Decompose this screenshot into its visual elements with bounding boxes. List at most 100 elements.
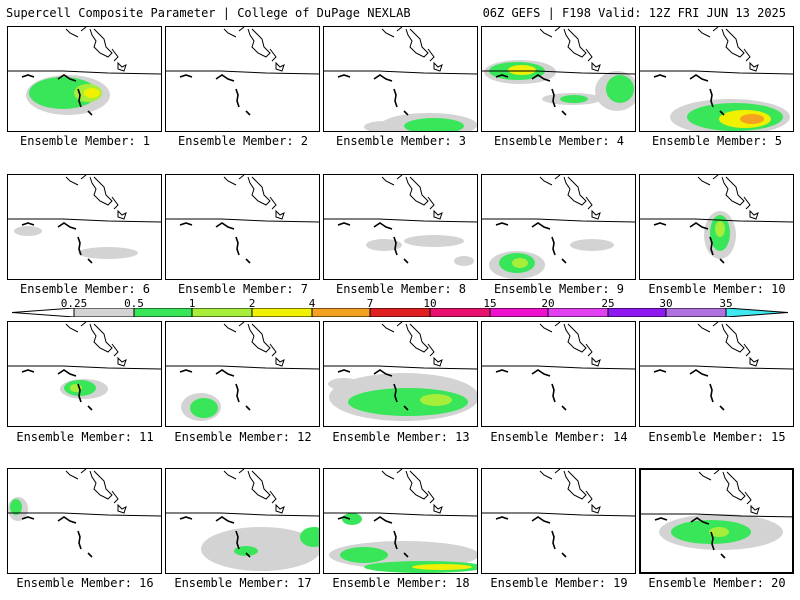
member-label: Ensemble Member: 16 [16,576,154,590]
panel-map [166,175,319,264]
panel-map [482,27,635,116]
ensemble-panel-4 [481,26,636,132]
panel-map [324,322,477,421]
member-label: Ensemble Member: 3 [335,134,467,148]
chart-title: Supercell Composite Parameter | College … [6,6,411,20]
colorbar-tick-label: 20 [541,297,555,310]
colorbar-tick-label: 10 [423,297,437,310]
member-label: Ensemble Member: 18 [332,576,470,590]
member-label: Ensemble Member: 14 [490,430,628,444]
field-blob [366,239,402,251]
colorbar-segment [547,308,609,317]
field-blob [342,513,362,525]
member-label: Ensemble Member: 1 [19,134,151,148]
field-blob [300,527,319,547]
panel-map [166,469,319,571]
field-blob [512,258,528,268]
ensemble-panel-8 [323,174,478,280]
ensemble-panel-2 [165,26,320,132]
colorbar-tick-label: 0.5 [124,297,144,310]
run-valid-time: 06Z GEFS | F198 Valid: 12Z FRI JUN 13 20… [482,6,786,20]
panel-map [640,175,793,264]
field-blob [404,118,464,131]
field-blob [340,547,388,563]
member-label: Ensemble Member: 12 [174,430,312,444]
panel-map [641,470,792,559]
panel-map [8,469,161,558]
panel-map [166,322,319,421]
colorbar-tick-label: 15 [483,297,497,310]
colorbar-segment [665,308,727,317]
field-blob [508,65,536,75]
field-blob [364,121,404,131]
panel-map [482,322,635,411]
panel-map [8,175,161,264]
field-blob [420,394,452,406]
field-blob [709,527,729,537]
panel-map [166,27,319,116]
colorbar-tick-label: 2 [248,297,256,310]
colorbar [12,308,788,317]
field-blob [412,564,472,570]
panel-map [640,27,793,131]
field-blob [201,527,319,571]
colorbar-tick-label: 0.25 [60,297,88,310]
field-blob [715,221,725,237]
colorbar-segment [369,308,431,317]
colorbar-segment [311,308,371,317]
ensemble-panel-19 [481,468,636,574]
member-label: Ensemble Member: 10 [648,282,786,296]
ensemble-panel-3 [323,26,478,132]
panel-map [640,322,793,411]
colorbar-tick-label: 30 [659,297,673,310]
colorbar-tick-label: 7 [366,297,374,310]
field-blob [454,256,474,266]
member-label: Ensemble Member: 15 [648,430,786,444]
ensemble-panel-17 [165,468,320,574]
colorbar-segment [251,308,313,317]
ensemble-panel-1 [7,26,162,132]
ensemble-panel-13 [323,321,478,427]
field-blob [14,226,42,236]
ensemble-panel-10 [639,174,794,280]
ensemble-panel-15 [639,321,794,427]
field-blob [740,114,764,124]
colorbar-segment [429,308,491,317]
ensemble-panel-20 [639,468,794,574]
ensemble-panel-14 [481,321,636,427]
ensemble-panel-6 [7,174,162,280]
field-blob [606,75,634,103]
colorbar-segment [191,308,253,317]
ensemble-panel-5 [639,26,794,132]
ensemble-panel-18 [323,468,478,574]
member-label: Ensemble Member: 11 [16,430,154,444]
member-label: Ensemble Member: 8 [335,282,467,296]
field-blob [560,95,588,103]
field-blob [404,235,464,247]
field-blob [78,247,138,259]
ensemble-panel-12 [165,321,320,427]
member-label: Ensemble Member: 6 [19,282,151,296]
panel-map [482,175,635,279]
panel-map [482,469,635,558]
ensemble-panel-11 [7,321,162,427]
field-blob [10,499,22,515]
member-label: Ensemble Member: 13 [332,430,470,444]
panel-map [8,27,161,116]
colorbar-tick-label: 1 [188,297,196,310]
member-label: Ensemble Member: 5 [651,134,783,148]
panel-map [8,322,161,411]
ensemble-panel-16 [7,468,162,574]
panel-map [324,175,477,266]
member-label: Ensemble Member: 19 [490,576,628,590]
panel-map [324,27,477,131]
field-blob [234,546,258,556]
member-label: Ensemble Member: 17 [174,576,312,590]
member-label: Ensemble Member: 7 [177,282,309,296]
field-blob [29,77,97,109]
colorbar-tick-label: 35 [719,297,733,310]
member-label: Ensemble Member: 9 [493,282,625,296]
panel-map [324,469,477,573]
ensemble-panel-9 [481,174,636,280]
colorbar-segment [607,308,667,317]
